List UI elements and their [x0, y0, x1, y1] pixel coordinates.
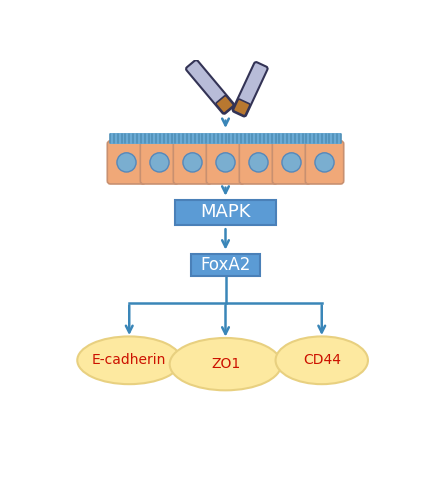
FancyBboxPatch shape: [216, 96, 233, 113]
FancyBboxPatch shape: [191, 254, 260, 276]
Ellipse shape: [77, 336, 181, 384]
Ellipse shape: [315, 153, 334, 172]
FancyBboxPatch shape: [110, 133, 341, 144]
Ellipse shape: [150, 153, 169, 172]
Ellipse shape: [282, 153, 301, 172]
Ellipse shape: [216, 153, 235, 172]
FancyBboxPatch shape: [176, 200, 275, 225]
Ellipse shape: [249, 153, 268, 172]
Text: MAPK: MAPK: [200, 204, 251, 222]
Text: FoxA2: FoxA2: [200, 256, 251, 274]
FancyBboxPatch shape: [173, 141, 212, 184]
FancyBboxPatch shape: [305, 141, 344, 184]
Ellipse shape: [275, 336, 368, 384]
Text: E-cadherin: E-cadherin: [92, 354, 166, 368]
FancyBboxPatch shape: [140, 141, 179, 184]
Ellipse shape: [183, 153, 202, 172]
FancyBboxPatch shape: [239, 141, 278, 184]
FancyBboxPatch shape: [234, 99, 250, 116]
FancyBboxPatch shape: [233, 62, 268, 116]
FancyBboxPatch shape: [186, 60, 234, 114]
Text: CD44: CD44: [303, 354, 341, 368]
Ellipse shape: [170, 338, 281, 390]
FancyBboxPatch shape: [272, 141, 311, 184]
Text: ZO1: ZO1: [211, 357, 240, 371]
FancyBboxPatch shape: [107, 141, 146, 184]
FancyBboxPatch shape: [206, 141, 245, 184]
Ellipse shape: [117, 153, 136, 172]
